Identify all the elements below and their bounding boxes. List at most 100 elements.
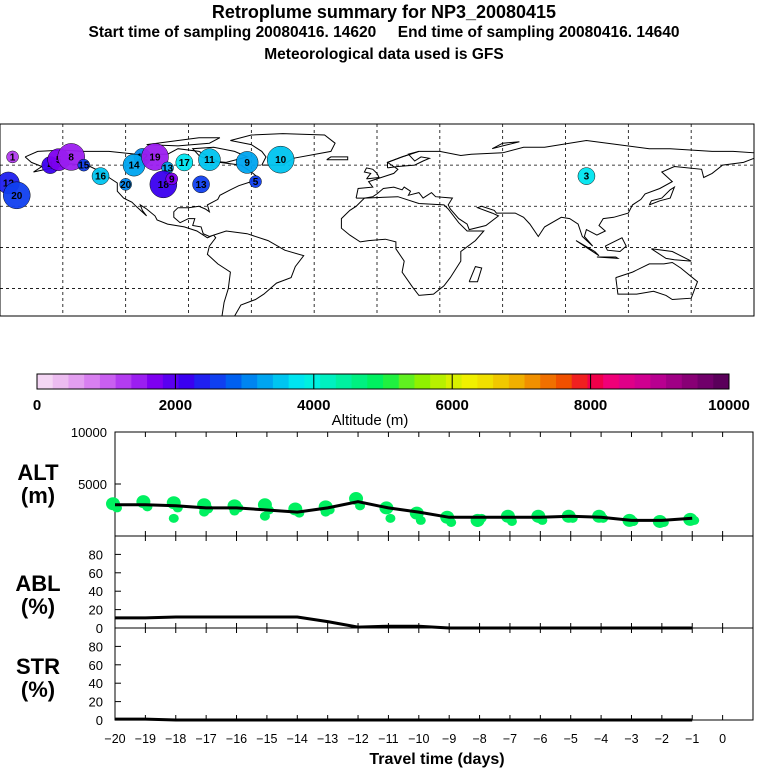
colorbar-segment — [634, 374, 651, 389]
alt-scatter-point — [446, 517, 457, 527]
cluster-label: 13 — [162, 163, 174, 174]
x-tick-label: −7 — [503, 732, 517, 746]
x-tick-label: −13 — [317, 732, 338, 746]
colorbar-segment — [666, 374, 683, 389]
alt-scatter-point — [385, 513, 396, 523]
x-tick-label: −15 — [256, 732, 277, 746]
sampling-times: Start time of sampling 20080416. 14620 E… — [88, 24, 680, 41]
coastline-path — [363, 167, 380, 180]
x-tick-label: −20 — [104, 732, 125, 746]
colorbar-segment — [162, 374, 180, 389]
cluster-circle — [235, 151, 259, 174]
colorbar-segment — [351, 374, 368, 389]
str-y-tick-label: 40 — [89, 676, 103, 691]
colorbar-segment — [697, 374, 714, 389]
cluster-circle — [175, 153, 194, 172]
colorbar-segment — [210, 374, 227, 389]
abl-panel-label: ABL — [15, 571, 60, 596]
colorbar-segment — [618, 374, 636, 389]
altitude-colorbar: 0 2000 4000 6000 8000 10000 Altitude (m) — [33, 373, 750, 429]
colorbar-tick-label: 6000 — [436, 397, 469, 414]
colorbar-segment — [272, 374, 290, 389]
cluster-circle — [119, 178, 132, 191]
abl-panel-unit: (%) — [21, 594, 55, 619]
cluster-label: 3 — [584, 172, 590, 183]
cluster-label: 16 — [95, 172, 107, 183]
coastline-path — [387, 150, 432, 169]
colorbar-axis-title: Altitude (m) — [332, 412, 409, 429]
abl-y-tick-label: 20 — [89, 603, 103, 618]
cluster-label: 18 — [158, 180, 170, 191]
colorbar-segment — [398, 374, 415, 389]
x-tick-label: −9 — [442, 732, 456, 746]
alt-panel-label: ALT — [17, 460, 59, 485]
cluster-label: 9 — [244, 158, 250, 169]
alt-scatter-point — [259, 511, 270, 521]
colorbar-segment — [383, 374, 400, 389]
colorbar-segment — [650, 374, 667, 389]
alt-y-tick-label: 5000 — [78, 477, 107, 492]
colorbar-segment — [524, 374, 541, 389]
colorbar-segment — [461, 374, 478, 389]
colorbar-tick-label: 10000 — [708, 397, 750, 414]
cluster-label: 19 — [149, 152, 161, 163]
cluster-label: 17 — [179, 158, 191, 169]
alt-y-tick-label: 10000 — [71, 425, 107, 440]
colorbar-segment — [68, 374, 85, 389]
alt-scatter-point — [472, 517, 483, 527]
cluster-label: 1 — [10, 152, 16, 163]
alt-mean-line — [115, 500, 693, 522]
colorbar-segment — [414, 374, 431, 389]
colorbar-segment — [241, 374, 258, 389]
colorbar-segment — [320, 374, 337, 389]
x-axis-title: Travel time (days) — [369, 751, 504, 768]
plume-clusters: 145815161220201214191317111891391053 — [0, 143, 596, 210]
cluster-circle — [249, 175, 262, 188]
cluster-circle — [3, 181, 31, 210]
cluster-label: 13 — [196, 180, 208, 191]
alt-scatter-point — [199, 507, 210, 517]
coastline-path — [575, 240, 600, 257]
x-tick-label: −8 — [472, 732, 486, 746]
panel-frame — [114, 627, 754, 721]
x-tick-label: −17 — [196, 732, 217, 746]
x-tick-label: −1 — [685, 732, 699, 746]
cluster-circle — [165, 172, 178, 186]
colorbar-tick-label: 0 — [33, 397, 41, 414]
str-line — [115, 717, 693, 722]
coastline-path — [648, 185, 676, 206]
colorbar-segment — [587, 374, 604, 389]
str-y-tick-label: 60 — [89, 658, 103, 673]
x-tick-label: −14 — [287, 732, 308, 746]
colorbar-segment — [508, 374, 526, 389]
colorbar-segment — [540, 374, 557, 389]
colorbar-segment — [257, 374, 274, 389]
cluster-circle — [198, 148, 221, 171]
cluster-label: 14 — [128, 161, 140, 172]
colorbar-segment — [84, 374, 101, 389]
colorbar-segment — [194, 374, 211, 389]
coastline-path — [340, 196, 485, 296]
colorbar-segment — [178, 374, 195, 389]
cluster-circle — [91, 167, 110, 185]
cluster-circle — [141, 143, 169, 171]
cluster-label: 11 — [204, 155, 215, 166]
cluster-label: 9 — [169, 174, 175, 185]
alt-panel-unit: (m) — [21, 483, 55, 508]
colorbar-tick-label: 8000 — [574, 397, 607, 414]
cluster-label: 8 — [68, 152, 74, 163]
colorbar-segment — [367, 374, 384, 389]
coastline-path — [355, 139, 755, 247]
x-tick-label: −10 — [408, 732, 429, 746]
colorbar-tick-label: 4000 — [297, 397, 330, 414]
coastline-path — [615, 261, 699, 301]
colorbar-segment — [99, 374, 117, 389]
colorbar-segment — [603, 374, 620, 389]
colorbar-segment — [288, 374, 305, 389]
colorbar-segment — [37, 374, 54, 389]
cluster-label: 20 — [11, 191, 23, 202]
cluster-circle — [266, 145, 295, 174]
colorbar-segment — [430, 374, 447, 389]
x-tick-label: −19 — [135, 732, 156, 746]
